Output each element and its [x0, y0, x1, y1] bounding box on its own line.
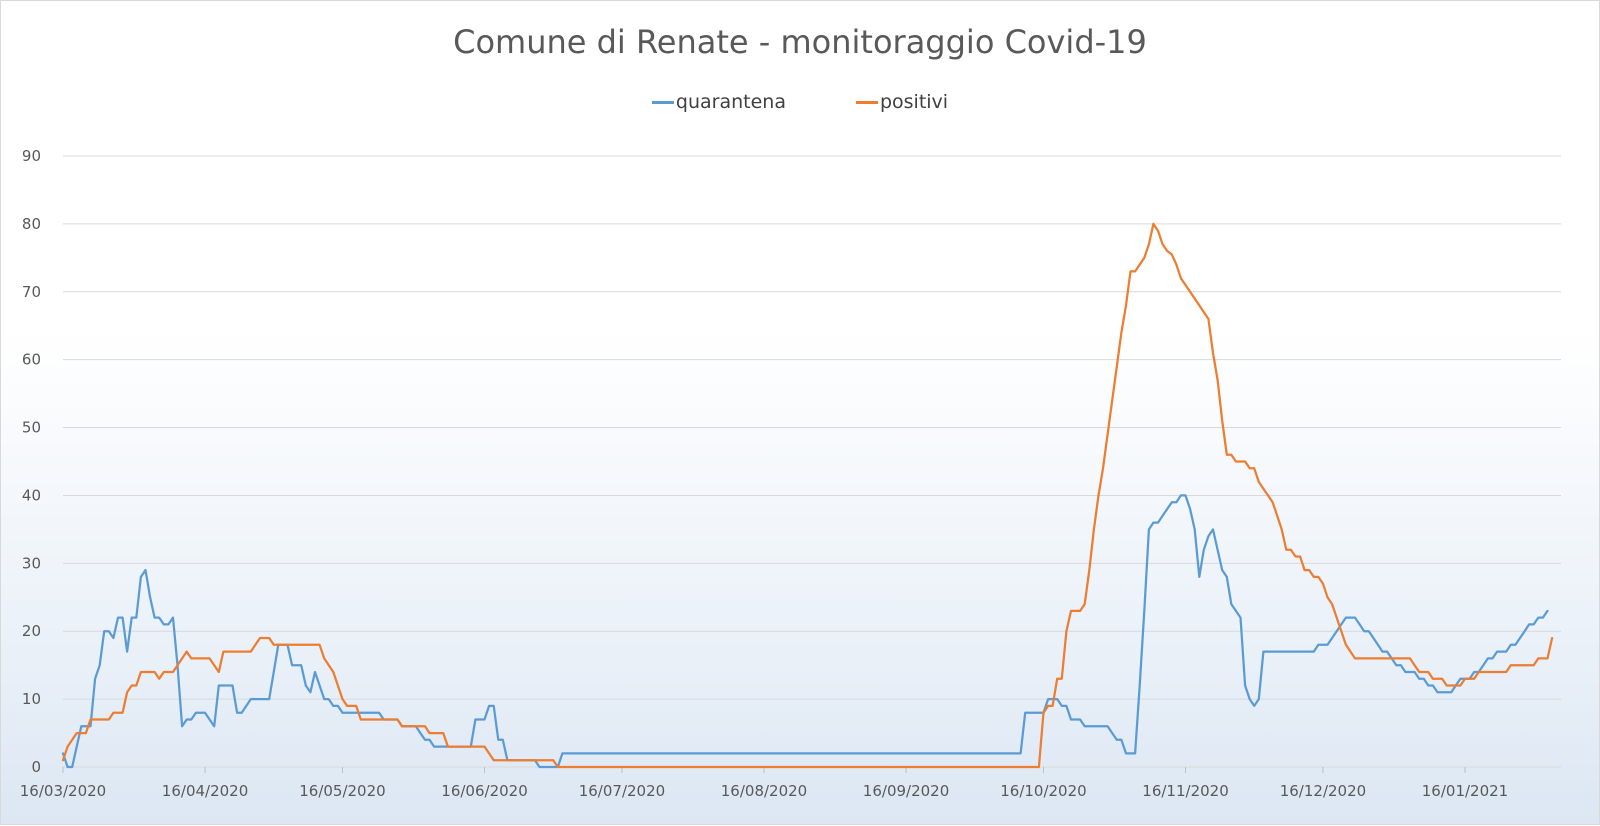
y-tick-label-0: 0	[31, 758, 41, 776]
legend-swatch-quarantena	[651, 100, 674, 104]
chart-legend: quarantena positivi	[1, 91, 1599, 113]
series-line-quarantena	[61, 494, 1549, 769]
x-tick-label-0: 16/03/2020	[20, 782, 106, 800]
legend-swatch-positivi	[855, 100, 878, 104]
legend-item-quarantena: quarantena	[651, 91, 786, 113]
chart-title: Comune di Renate - monitoraggio Covid-19	[453, 23, 1147, 61]
y-tick-label-10: 10	[22, 690, 41, 708]
legend-label-quarantena: quarantena	[675, 91, 786, 113]
x-tick-label-1: 16/04/2020	[162, 782, 248, 800]
series-line-positivi	[61, 222, 1554, 769]
y-tick-label-20: 20	[22, 622, 41, 640]
x-tick-label-5: 16/08/2020	[721, 782, 807, 800]
x-tick-label-9: 16/12/2020	[1280, 782, 1366, 800]
x-tick-label-2: 16/05/2020	[299, 782, 385, 800]
x-tick-label-4: 16/07/2020	[579, 782, 665, 800]
x-tick-label-6: 16/09/2020	[863, 782, 949, 800]
y-tick-label-50: 50	[22, 419, 41, 437]
legend-item-positivi: positivi	[855, 91, 949, 113]
y-tick-label-60: 60	[22, 351, 41, 369]
x-tick-label-10: 16/01/2021	[1422, 782, 1508, 800]
y-tick-label-40: 40	[22, 486, 41, 504]
x-tick-label-3: 16/06/2020	[441, 782, 527, 800]
legend-label-positivi: positivi	[879, 91, 949, 113]
x-tick-label-7: 16/10/2020	[1000, 782, 1086, 800]
y-tick-label-80: 80	[22, 215, 41, 233]
x-tick-label-8: 16/11/2020	[1142, 782, 1228, 800]
y-tick-label-90: 90	[22, 147, 41, 165]
y-tick-label-70: 70	[22, 283, 41, 301]
y-tick-label-30: 30	[22, 554, 41, 572]
